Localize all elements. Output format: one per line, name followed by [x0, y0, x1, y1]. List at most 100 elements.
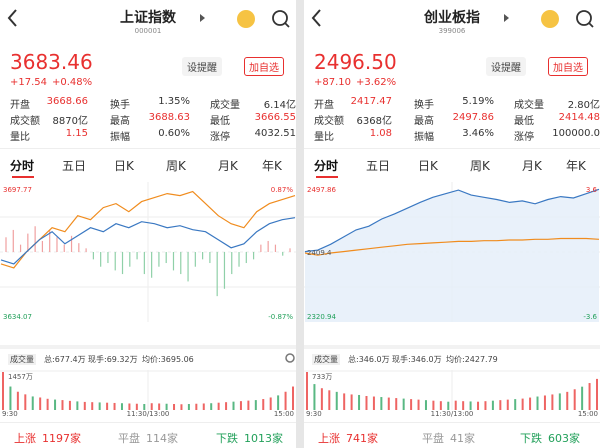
change: +87.10: [314, 77, 352, 88]
volume-bar: [9, 386, 12, 410]
mascot-icon: [541, 10, 559, 28]
volume-bar: [551, 394, 554, 410]
tab[interactable]: 分时: [314, 159, 339, 173]
y-bottom-label: 2320.94: [307, 313, 336, 321]
volume-bar: [202, 403, 205, 410]
footer-label: 下跌: [216, 432, 238, 445]
tab[interactable]: 日K: [418, 159, 438, 173]
settings-icon: [285, 353, 295, 363]
volume-bar: [292, 386, 294, 410]
volume-bar: [395, 398, 398, 410]
y-bottom-label: 3634.07: [3, 313, 32, 321]
volume-header: 现手:346.0万: [392, 355, 442, 364]
volume-bar: [335, 391, 338, 410]
volume-bar: [581, 386, 584, 410]
breadth-bar: [136, 252, 138, 260]
volume-bar: [596, 378, 598, 410]
back-button[interactable]: [311, 9, 321, 27]
search-icon: [284, 22, 290, 28]
divider: [0, 345, 296, 349]
tab-indicator: [316, 176, 338, 178]
volume-bar: [143, 404, 146, 410]
volume-bar: [83, 401, 86, 410]
breadth-bar: [70, 235, 73, 252]
price-chart: 2497.86 2320.94 2409.4 3.6 -3.6: [304, 182, 600, 322]
tab[interactable]: 年K: [566, 159, 586, 173]
tab[interactable]: 周K: [166, 159, 186, 173]
volume-bar: [173, 404, 176, 410]
breadth-bar: [194, 252, 196, 267]
tab[interactable]: 周K: [470, 159, 490, 173]
tab[interactable]: 月K: [218, 159, 238, 173]
tab[interactable]: 五日: [366, 159, 391, 173]
volume-bar: [588, 383, 591, 410]
breadth-bar: [172, 252, 175, 271]
breadth-bar: [85, 248, 87, 252]
breadth-bar: [78, 243, 80, 252]
volume-header: 成交量: [8, 354, 36, 365]
volume-header: 总:346.0万: [348, 355, 390, 364]
breadth-bar: [165, 252, 167, 264]
volume-header: 总:677.4万: [44, 355, 86, 364]
stat-label: 成交额: [10, 116, 40, 127]
stat-value: 1.15: [65, 128, 88, 139]
tab[interactable]: 分时: [10, 159, 35, 173]
volume-bar: [98, 402, 101, 410]
volume-bar: [225, 402, 228, 410]
volume-bar: [543, 395, 546, 410]
back-button[interactable]: [7, 9, 17, 27]
stat-label: 最高: [414, 116, 434, 127]
volume-bar: [469, 401, 472, 410]
tab[interactable]: 月K: [522, 159, 542, 173]
time-label: 11:30/13:00: [126, 410, 170, 418]
alert-button[interactable]: 设提醒: [486, 57, 526, 76]
stat-value: 0.60%: [158, 128, 190, 139]
stat-label: 最高: [110, 116, 130, 127]
breadth-bar: [34, 226, 36, 252]
volume-bar: [536, 396, 539, 410]
breadth-bar: [238, 252, 240, 267]
volume-bar: [113, 402, 116, 410]
time-label: 11:30/13:00: [430, 410, 474, 418]
stat-value: 8870亿: [52, 116, 88, 127]
volume-bar: [54, 399, 57, 410]
stat-label: 振幅: [414, 132, 434, 143]
volume-bar: [128, 403, 131, 410]
tab[interactable]: 年K: [262, 159, 282, 173]
footer-value: 1013家: [244, 432, 283, 445]
stat-label: 换手: [414, 100, 434, 111]
breadth-bar: [143, 252, 145, 275]
breadth-bar: [216, 252, 218, 297]
watch-button[interactable]: 加自选: [244, 57, 284, 76]
breadth-bar: [289, 248, 291, 252]
volume-bar: [499, 400, 502, 410]
price: 2496.50: [314, 50, 397, 74]
price-line: [0, 217, 296, 265]
stat-label: 振幅: [110, 132, 130, 143]
tab[interactable]: 五日: [62, 159, 87, 173]
tab[interactable]: 日K: [114, 159, 134, 173]
footer-border: [0, 422, 296, 423]
stat-label: 开盘: [314, 100, 334, 111]
stat-label: 涨停: [210, 132, 230, 143]
stat-label: 开盘: [10, 100, 30, 111]
stat-value: 3.46%: [462, 128, 494, 139]
volume-bar: [491, 400, 494, 410]
search-icon: [272, 10, 288, 26]
volume-bar: [277, 395, 280, 410]
breadth-bar: [121, 252, 124, 275]
alert-button[interactable]: 设提醒: [182, 57, 222, 76]
volume-header: 成交量: [312, 354, 340, 365]
stat-value: 6.14亿: [263, 100, 296, 111]
volume-bar: [328, 390, 331, 410]
stat-label: 最低: [210, 116, 230, 127]
volume-bar: [424, 400, 427, 410]
breadth-bar: [12, 229, 14, 252]
volume-bar: [439, 401, 442, 410]
volume-bar: [210, 403, 213, 410]
footer-value: 41家: [450, 432, 475, 445]
time-label: 9:30: [306, 410, 322, 418]
stat-label: 量比: [10, 132, 30, 143]
watch-button[interactable]: 加自选: [548, 57, 588, 76]
